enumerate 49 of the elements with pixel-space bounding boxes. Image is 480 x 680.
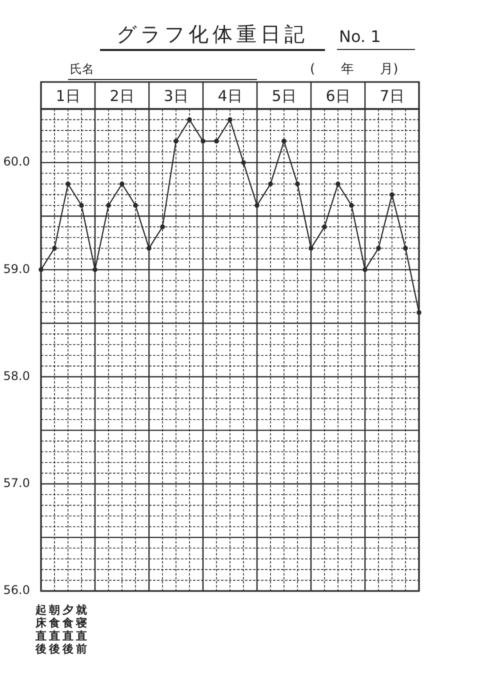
x2-tick-label: 3日 bbox=[164, 86, 188, 105]
point bbox=[174, 138, 178, 144]
point bbox=[133, 203, 138, 208]
point bbox=[106, 203, 111, 208]
point bbox=[362, 267, 368, 272]
chart-title: グラフ化体重日記 bbox=[116, 22, 308, 46]
point bbox=[66, 182, 70, 186]
point bbox=[160, 224, 165, 230]
x-tick-label: 就寝直前 bbox=[75, 603, 87, 656]
point bbox=[120, 182, 124, 186]
y-tick-label: 56.0 bbox=[3, 583, 30, 598]
point bbox=[228, 117, 232, 122]
point bbox=[416, 310, 422, 315]
point bbox=[79, 203, 84, 208]
point bbox=[376, 246, 381, 251]
point bbox=[52, 246, 57, 251]
point bbox=[336, 182, 340, 186]
point bbox=[349, 203, 354, 208]
point bbox=[254, 203, 260, 208]
y-tick-label: 57.0 bbox=[3, 476, 30, 490]
point bbox=[146, 246, 152, 251]
x2-tick-label: 4日 bbox=[218, 86, 242, 105]
x-tick-label: 夕食直後 bbox=[62, 603, 74, 656]
point bbox=[200, 138, 206, 144]
point bbox=[268, 182, 273, 186]
x2-tick-label: 1日 bbox=[56, 86, 80, 105]
x2-tick-label: 5日 bbox=[272, 86, 296, 105]
x2-tick-label: 7日 bbox=[380, 86, 404, 105]
point bbox=[322, 224, 327, 230]
point bbox=[390, 192, 394, 198]
point bbox=[241, 160, 246, 165]
point bbox=[282, 138, 286, 144]
point bbox=[92, 267, 98, 272]
y-tick-label: 60.0 bbox=[3, 154, 30, 169]
y-tick-label: 59.0 bbox=[3, 262, 30, 276]
text: ( 年 月) bbox=[310, 62, 398, 77]
x-tick-label: 起床直後 bbox=[34, 603, 48, 656]
x-tick-label: 朝食直後 bbox=[48, 603, 60, 656]
point bbox=[308, 246, 314, 251]
point bbox=[187, 117, 192, 122]
y-tick-label: 58.0 bbox=[3, 368, 30, 383]
point bbox=[214, 138, 219, 144]
point bbox=[38, 267, 44, 272]
point bbox=[295, 182, 300, 186]
x2-tick-label: 2日 bbox=[110, 86, 134, 105]
text: No. 1 bbox=[339, 27, 381, 46]
text: 氏名 bbox=[70, 62, 94, 76]
x2-tick-label: 6日 bbox=[326, 86, 350, 105]
point bbox=[403, 246, 408, 251]
